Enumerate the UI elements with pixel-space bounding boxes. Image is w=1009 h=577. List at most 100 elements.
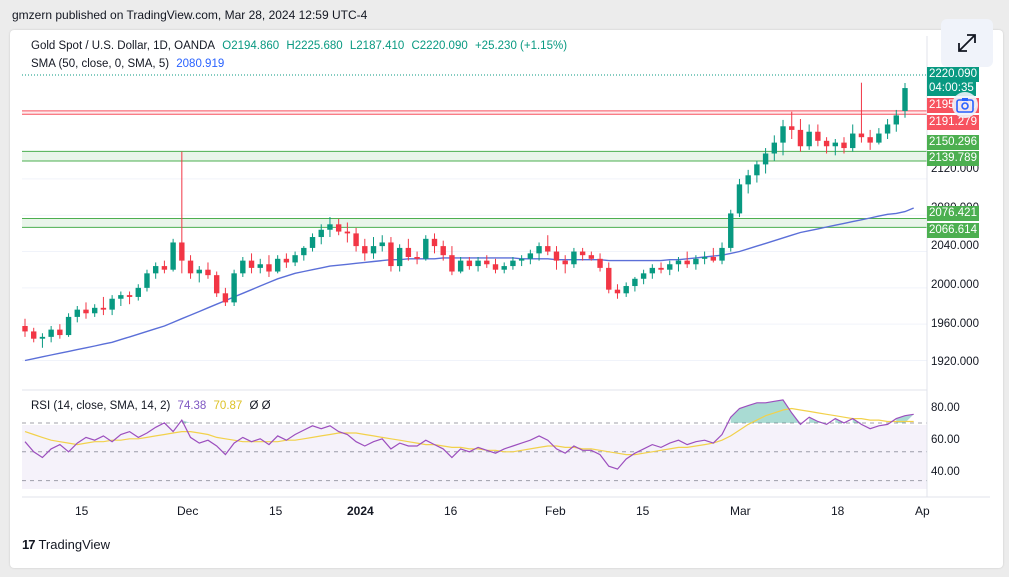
candle-body: [100, 307, 107, 310]
candle-body: [527, 253, 534, 259]
candle-body: [187, 260, 194, 274]
horizontal-zones: [22, 110, 927, 228]
candle-body: [553, 251, 560, 261]
candle-body: [414, 256, 420, 259]
zone-badge-green-2: 2139.789: [927, 151, 979, 166]
candle-body: [161, 266, 168, 270]
sma-value: 2080.919: [176, 58, 225, 70]
sma-legend: SMA (50, close, 0, SMA, 5) 2080.919: [31, 58, 228, 70]
candle-body: [283, 258, 290, 263]
candle-body: [248, 260, 255, 268]
candle-body: [170, 242, 176, 270]
candle-body: [649, 267, 656, 274]
ohlc-open: O2194.860: [222, 40, 280, 52]
candle-body: [684, 260, 690, 265]
candle-body: [762, 153, 769, 165]
candle-body: [405, 247, 412, 257]
candle-body: [431, 238, 438, 247]
candle-body: [562, 260, 568, 265]
expand-button[interactable]: [941, 19, 993, 67]
y-tick-label: 2040.000: [931, 240, 979, 252]
candle-body: [144, 273, 150, 288]
x-tick-label: Dec: [177, 504, 199, 518]
x-tick-label: 15: [269, 504, 283, 518]
candle-body: [344, 231, 351, 234]
candle-body: [701, 256, 708, 259]
candle-body: [823, 140, 830, 147]
x-tick-label: 18: [831, 504, 845, 518]
candle-body: [231, 273, 237, 303]
snapshot-button[interactable]: [952, 92, 978, 118]
candle-body: [109, 298, 115, 310]
candle-body: [658, 267, 664, 270]
candle-body: [693, 258, 699, 265]
expand-arrows-icon: [958, 34, 976, 52]
rsi-label[interactable]: RSI (14, close, SMA, 14, 2): [31, 400, 171, 412]
price-grid: [22, 178, 927, 361]
candle-body: [396, 247, 403, 267]
candle-body: [667, 264, 673, 270]
rsi-tick-label: 80.00: [931, 402, 960, 414]
x-tick-label: 2024: [347, 504, 374, 518]
candle-body: [850, 133, 856, 149]
last-price-badge: 2220.090: [927, 67, 979, 82]
candle-body: [754, 164, 760, 176]
zone-band: [22, 151, 927, 161]
rsi-ma-value: 70.87: [213, 400, 243, 412]
candle-body: [292, 255, 298, 263]
candle-body: [83, 309, 89, 314]
ohlc-close: C2220.090: [411, 40, 468, 52]
sma-label[interactable]: SMA (50, close, 0, SMA, 5): [31, 58, 170, 70]
candle-body: [806, 131, 812, 147]
zone-badge-green-4: 2066.614: [927, 223, 979, 238]
candle-body: [518, 258, 525, 261]
candle-body: [623, 286, 629, 294]
rsi-overbought-fill: [181, 399, 914, 423]
candle-body: [179, 242, 185, 261]
candle-body: [362, 246, 368, 254]
candle-body: [771, 142, 778, 154]
candle-body: [152, 266, 159, 274]
candle-body: [884, 124, 891, 134]
candle-body: [466, 260, 473, 267]
ohlc-high: H2225.680: [286, 40, 343, 52]
candle-body: [222, 293, 229, 303]
candle-body: [335, 224, 342, 232]
candle-body: [440, 246, 446, 256]
candle-body: [57, 329, 63, 336]
candle-body: [797, 129, 804, 147]
x-tick-label: 15: [636, 504, 650, 518]
sma-line: [24, 207, 914, 362]
rsi-extra: Ø Ø: [249, 400, 271, 412]
candle-body: [571, 251, 577, 265]
rsi-value: 74.38: [177, 400, 207, 412]
x-tick-label: Mar: [730, 504, 751, 518]
candle-body: [423, 238, 429, 259]
candle-body: [719, 247, 725, 261]
ohlc-change: +25.230 (+1.15%): [474, 40, 568, 52]
candle-body: [728, 213, 734, 248]
candle-body: [815, 131, 821, 141]
symbol-title[interactable]: Gold Spot / U.S. Dollar, 1D, OANDA: [31, 40, 216, 52]
candle-body: [579, 251, 586, 256]
camera-icon: [956, 98, 974, 113]
y-tick-label: 2120.000: [931, 163, 979, 175]
candle-body: [126, 295, 133, 297]
rsi-ma-line: [24, 407, 914, 456]
candle-body: [867, 137, 873, 143]
candle-body: [240, 260, 246, 274]
rsi-legend: RSI (14, close, SMA, 14, 2) 74.38 70.87 …: [31, 400, 275, 412]
candle-body: [902, 88, 908, 111]
candle-body: [614, 289, 621, 294]
candle-body: [92, 307, 98, 314]
candle-body: [632, 278, 638, 287]
candle-body: [135, 287, 141, 297]
tradingview-brand[interactable]: 17 TradingView: [22, 537, 110, 552]
zone-band: [22, 218, 927, 228]
y-tick-label: 1960.000: [931, 318, 979, 330]
tradingview-logo: 17: [22, 537, 36, 552]
candle-body: [606, 267, 612, 290]
rsi-background: [22, 425, 927, 489]
candle-body: [484, 260, 490, 265]
